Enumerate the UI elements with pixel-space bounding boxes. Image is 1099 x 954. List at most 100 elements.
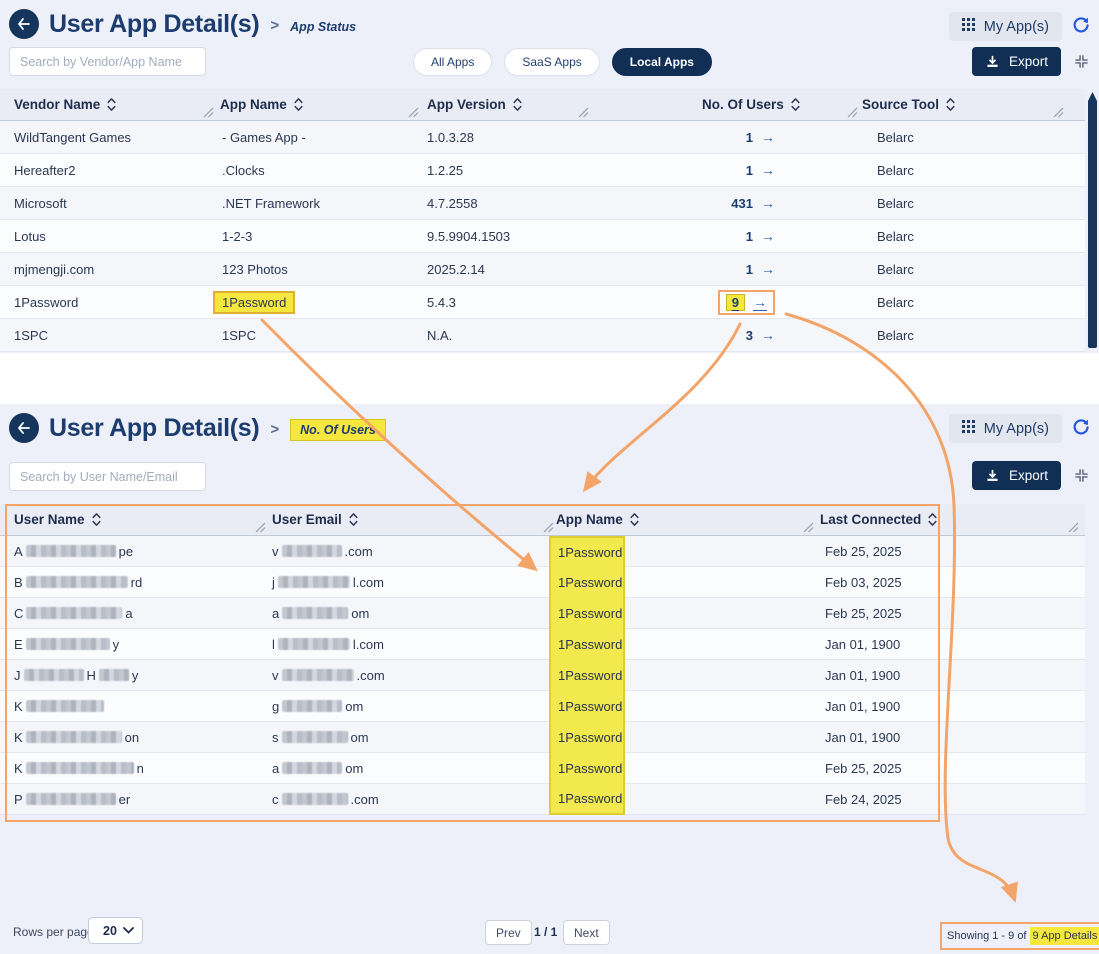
app-table-header: Vendor Name App Name App Version No. Of … (0, 89, 1085, 121)
no-of-users-cell[interactable]: 1 → (640, 253, 775, 285)
column-resize-handle[interactable] (1053, 107, 1064, 118)
scrollbar-thumb[interactable] (1088, 92, 1097, 348)
no-of-users-cell[interactable]: 431 → (640, 187, 775, 219)
users-count[interactable]: 3 (745, 327, 753, 343)
rows-per-page-select[interactable]: 20 (88, 917, 143, 944)
my-apps-button[interactable]: My App(s) (948, 12, 1062, 41)
sort-icon[interactable] (928, 512, 937, 527)
showing-prefix: Showing 1 - 9 of (947, 930, 1027, 942)
redacted-text-fragment: s (272, 729, 279, 745)
users-count[interactable]: 1 (745, 129, 753, 145)
redacted-text-fragment: a (272, 760, 280, 776)
redaction-mask (25, 793, 116, 805)
users-count[interactable]: 1 (745, 162, 753, 178)
export-button[interactable]: Export (971, 47, 1061, 76)
open-users-arrow-icon[interactable]: → (761, 195, 775, 211)
column-header-user-name[interactable]: User Name (14, 504, 101, 535)
column-header-app-name[interactable]: App Name (220, 89, 303, 120)
column-resize-handle[interactable] (543, 522, 554, 533)
refresh-button[interactable] (1072, 16, 1090, 34)
my-apps-button[interactable]: My App(s) (948, 414, 1062, 443)
open-users-arrow-icon[interactable]: → (761, 129, 775, 145)
column-resize-handle[interactable] (1068, 522, 1079, 533)
filter-pill-all-apps[interactable]: All Apps (413, 48, 493, 76)
app-table-row: WildTangent Games - Games App -1.0.3.28 1 →… (0, 121, 1085, 154)
column-header-no-of-users[interactable]: No. Of Users (702, 89, 800, 120)
open-users-arrow-icon[interactable]: → (761, 261, 775, 277)
filter-pills: All Apps SaaS Apps Local Apps (413, 48, 712, 76)
users-count[interactable]: 431 (731, 195, 753, 211)
sort-icon[interactable] (630, 512, 639, 527)
filter-pill-saas-apps[interactable]: SaaS Apps (504, 48, 600, 76)
vertical-scrollbar[interactable] (1088, 92, 1097, 348)
users-count[interactable]: 1 (745, 261, 753, 277)
vendor-name-cell: WildTangent Games (14, 129, 132, 145)
open-users-arrow-icon[interactable]: → (761, 228, 775, 244)
grid-icon (961, 18, 975, 35)
prev-page-button[interactable]: Prev (485, 920, 532, 945)
user-email-cell: g om (272, 691, 363, 721)
arrow-left-icon (18, 18, 30, 30)
breadcrumb-separator: > (270, 17, 280, 34)
sort-icon[interactable] (107, 97, 116, 112)
column-header-source-tool[interactable]: Source Tool (862, 89, 955, 120)
redaction-mask (281, 731, 348, 743)
source-tool-cell: Belarc (877, 129, 914, 145)
column-resize-handle[interactable] (847, 107, 858, 118)
rows-per-page-value: 20 (103, 923, 117, 938)
sort-icon[interactable] (946, 97, 955, 112)
collapse-icon (1075, 469, 1088, 482)
open-users-arrow-icon[interactable]: → (753, 294, 767, 310)
no-of-users-cell[interactable]: 9 → (640, 286, 775, 318)
column-header-vendor-name[interactable]: Vendor Name (14, 89, 116, 120)
sort-icon[interactable] (349, 512, 358, 527)
redaction-mask (277, 576, 350, 588)
column-header-user-email[interactable]: User Email (272, 504, 358, 535)
no-of-users-cell[interactable]: 1 → (640, 154, 775, 186)
page-header: User App Detail(s) > App Status (9, 9, 356, 39)
column-resize-handle[interactable] (255, 522, 266, 533)
users-count[interactable]: 1 (745, 228, 753, 244)
column-resize-handle[interactable] (578, 107, 589, 118)
app-table-row: Lotus 1-2-3 9.5.9904.1503 1 → Belarc (0, 220, 1085, 253)
back-button[interactable] (9, 413, 39, 443)
back-button[interactable] (9, 9, 39, 39)
open-users-arrow-icon[interactable]: → (761, 327, 775, 343)
app-name-text: 1-2-3 (222, 228, 253, 244)
open-users-arrow-icon[interactable]: → (761, 162, 775, 178)
column-resize-handle[interactable] (803, 522, 814, 533)
column-header-last-connected[interactable]: Last Connected (820, 504, 937, 535)
export-button[interactable]: Export (971, 461, 1061, 490)
last-connected-cell: Jan 01, 1900 (825, 729, 901, 745)
app-name-cell-highlighted: 1Password (549, 629, 625, 660)
filter-pill-local-apps[interactable]: Local Apps (611, 48, 712, 76)
collapse-button[interactable] (1074, 468, 1089, 483)
no-of-users-cell[interactable]: 1 → (640, 121, 775, 153)
sort-icon[interactable] (294, 97, 303, 112)
app-table-row: Microsoft .NET Framework 4.7.2558 431 → Belar… (0, 187, 1085, 220)
collapse-button[interactable] (1074, 54, 1089, 69)
column-header-app-version[interactable]: App Version (427, 89, 522, 120)
users-count[interactable]: 9 (725, 293, 745, 311)
redacted-text-fragment: P (14, 791, 23, 807)
grid-icon (961, 420, 975, 437)
next-page-button[interactable]: Next (563, 920, 610, 945)
no-of-users-cell[interactable]: 3 → (640, 319, 775, 351)
refresh-button[interactable] (1072, 418, 1090, 436)
user-email-cell: a om (272, 598, 369, 628)
user-email-cell: v .com (272, 660, 385, 690)
sort-icon[interactable] (513, 97, 522, 112)
search-input[interactable] (9, 47, 206, 76)
sort-icon[interactable] (91, 512, 101, 527)
app-table-row: 1Password 1Password 5.4.3 9 → Belarc (0, 286, 1085, 319)
sort-icon[interactable] (791, 97, 800, 112)
column-header-app-name[interactable]: App Name (556, 504, 639, 535)
search-input[interactable] (9, 462, 206, 491)
column-resize-handle[interactable] (408, 107, 419, 118)
column-resize-handle[interactable] (203, 107, 214, 118)
last-connected-cell: Jan 01, 1900 (825, 667, 901, 683)
redacted-text-fragment: on (124, 729, 140, 745)
redacted-text-fragment: C (14, 605, 24, 621)
no-of-users-cell[interactable]: 1 → (640, 220, 775, 252)
